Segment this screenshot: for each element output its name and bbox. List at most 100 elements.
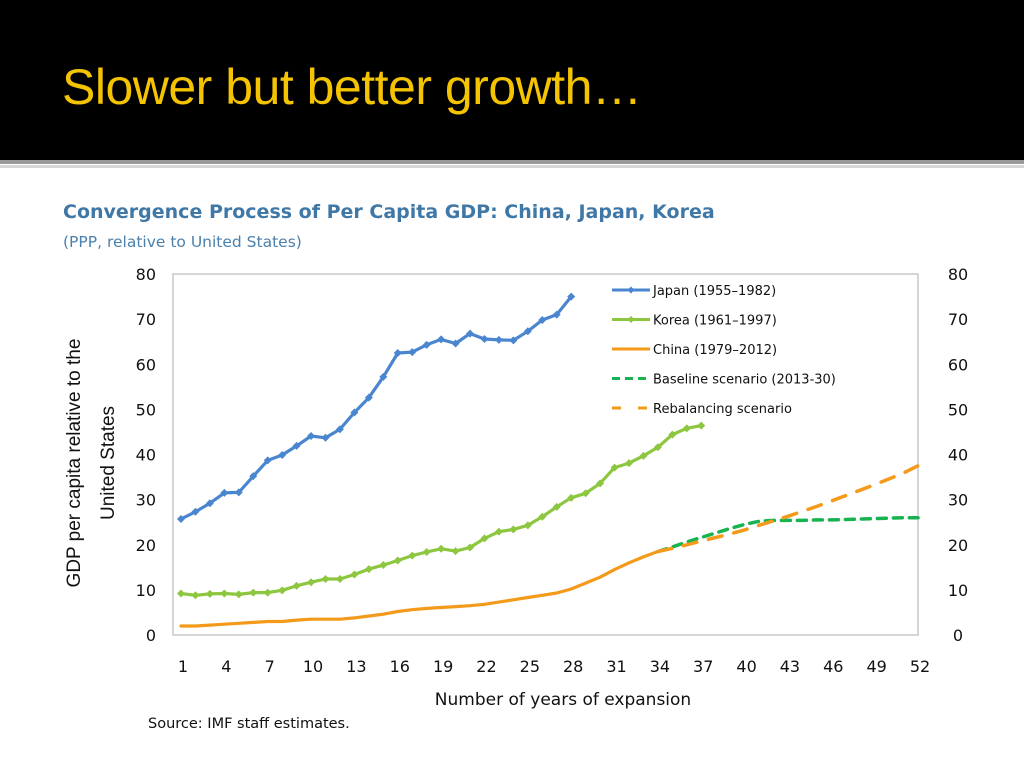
x-tick-label: 16 [390, 657, 410, 676]
data-point-marker [292, 441, 301, 450]
data-point-marker [567, 292, 576, 301]
data-point-marker [335, 425, 344, 434]
data-point-marker [393, 348, 402, 357]
data-point-marker [451, 339, 460, 348]
data-point-marker [552, 310, 561, 319]
slide-title: Slower but better growth… [62, 59, 642, 115]
data-point-marker [220, 589, 229, 598]
series-line [656, 515, 920, 554]
chart-title: Convergence Process of Per Capita GDP: C… [63, 201, 715, 223]
x-tick-label: 25 [520, 657, 540, 676]
legend-label: Korea (1961–1997) [653, 314, 777, 329]
data-point-marker [422, 547, 431, 556]
x-tick-label: 40 [736, 657, 756, 676]
x-tick-label: 1 [178, 657, 188, 676]
series-5 [656, 464, 920, 554]
legend-marker [627, 316, 635, 323]
x-axis-title: Number of years of expansion [435, 690, 691, 710]
y-tick-label: 50 [136, 400, 156, 419]
data-point-marker [205, 499, 214, 508]
data-point-marker [307, 578, 316, 587]
data-point-marker [249, 472, 258, 481]
y-tick-label: 0 [146, 626, 156, 645]
data-point-marker [523, 521, 532, 530]
y-axis-title-line-2: United States [98, 406, 119, 520]
y-tick-label-right: 30 [948, 491, 968, 510]
data-point-marker [682, 424, 691, 433]
x-tick-label: 28 [563, 657, 583, 676]
data-point-marker [379, 372, 388, 381]
title-divider-shadow [0, 165, 1024, 168]
y-axis-title: GDP per capita relative to the United St… [64, 339, 119, 588]
y-axis-title-line-1: GDP per capita relative to the [64, 339, 85, 588]
source-note: Source: IMF staff estimates. [148, 716, 350, 732]
data-point-marker [408, 348, 417, 357]
y-tick-label-right: 50 [948, 400, 968, 419]
series-3 [179, 549, 660, 628]
legend-marker [627, 286, 635, 294]
data-point-marker [350, 408, 359, 417]
data-point-marker [205, 589, 214, 598]
x-axis: 1 4 7 10 13 16 19 22 25 28 31 34 37 40 43 46 49 52 [178, 657, 930, 676]
data-point-marker [639, 451, 648, 460]
data-point-marker [480, 334, 489, 343]
y-tick-label: 60 [136, 355, 156, 374]
chart-subtitle: (PPP, relative to United States) [63, 233, 302, 251]
data-point-marker [278, 586, 287, 595]
plot-area [172, 273, 919, 636]
x-tick-label: 34 [650, 657, 670, 676]
legend-label: Rebalancing scenario [653, 402, 792, 417]
x-tick-label: 4 [221, 657, 231, 676]
data-point-marker [292, 581, 301, 590]
legend-item: Japan (1955–1982) [612, 284, 776, 299]
data-point-marker [494, 335, 503, 344]
data-point-marker [379, 561, 388, 570]
data-point-marker [191, 591, 200, 600]
data-point-marker [364, 393, 373, 402]
data-point-marker [523, 327, 532, 336]
y-tick-label-right: 20 [948, 536, 968, 555]
data-point-marker [234, 590, 243, 599]
x-tick-label: 13 [346, 657, 366, 676]
data-point-marker [422, 340, 431, 349]
data-point-marker [480, 534, 489, 543]
data-point-marker [509, 525, 518, 534]
data-point-marker [697, 421, 706, 430]
series-line [179, 549, 660, 628]
legend-item: Korea (1961–1997) [612, 314, 777, 329]
data-point-marker [335, 575, 344, 584]
y-tick-label-right: 70 [948, 310, 968, 329]
y-tick-label-right: 80 [948, 265, 968, 284]
x-tick-label: 52 [910, 657, 930, 676]
data-point-marker [263, 456, 272, 465]
data-point-marker [249, 588, 258, 597]
data-point-marker [364, 565, 373, 574]
data-point-marker [220, 488, 229, 497]
series-line [179, 295, 573, 521]
data-point-marker [466, 329, 475, 338]
legend-item: Rebalancing scenario [612, 402, 792, 417]
title-divider [0, 160, 1024, 164]
y-tick-label-right: 60 [948, 355, 968, 374]
series-1 [177, 292, 576, 524]
y-axis-left: 0 10 20 30 40 50 60 70 80 [136, 265, 156, 645]
series-4 [656, 515, 920, 554]
y-tick-label: 30 [136, 491, 156, 510]
data-point-marker [538, 512, 547, 521]
data-point-marker [350, 570, 359, 579]
series-line [179, 424, 703, 597]
data-point-marker [177, 589, 185, 598]
data-point-marker [437, 335, 446, 344]
y-tick-label-right: 0 [953, 626, 963, 645]
legend-label: Japan (1955–1982) [652, 284, 776, 299]
data-point-marker [393, 556, 402, 565]
x-tick-label: 7 [265, 657, 275, 676]
data-point-marker [552, 502, 561, 511]
legend-item: Baseline scenario (2013-30) [612, 373, 836, 388]
y-tick-label: 80 [136, 265, 156, 284]
data-point-marker [653, 443, 662, 452]
x-tick-label: 10 [303, 657, 323, 676]
data-point-marker [191, 507, 200, 516]
data-point-marker [466, 543, 475, 552]
